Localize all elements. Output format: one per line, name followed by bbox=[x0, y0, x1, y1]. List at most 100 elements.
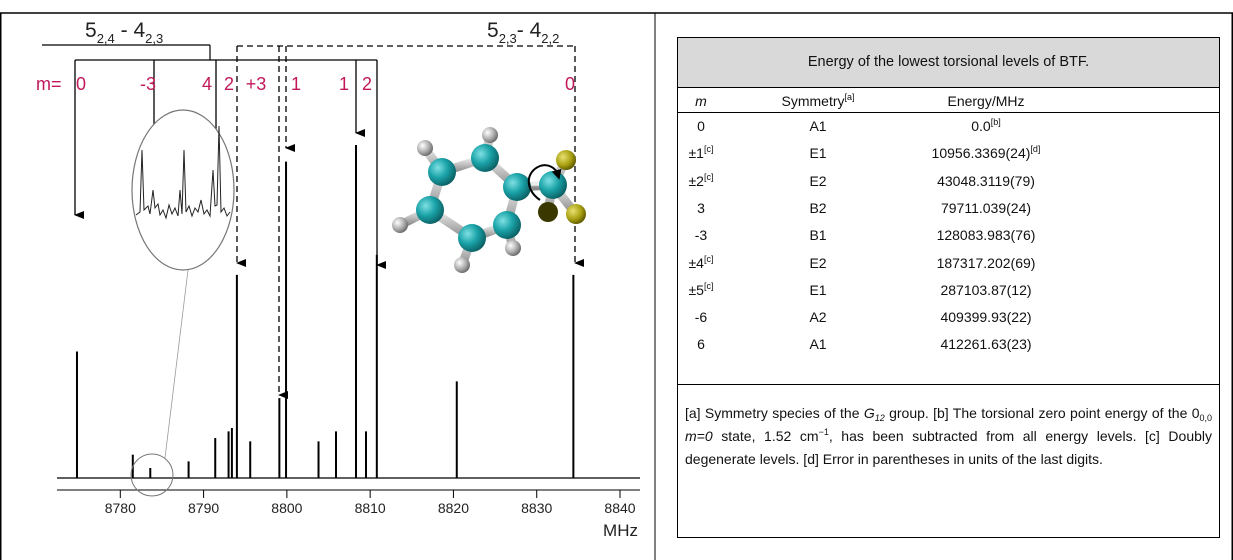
cell-note: [c] bbox=[704, 172, 714, 182]
cell-text: E1 bbox=[809, 282, 826, 298]
label-run: 2,4 bbox=[97, 31, 115, 46]
table-cell: 10956.3369(24)[d] bbox=[932, 145, 1041, 161]
cell-text: E1 bbox=[809, 145, 826, 161]
label-run: 2,3 bbox=[145, 31, 163, 46]
cell-text: 128083.983(76) bbox=[937, 227, 1036, 243]
table-cell: B1 bbox=[809, 227, 826, 243]
m-title: m= bbox=[36, 74, 62, 94]
cell-text: m bbox=[695, 93, 707, 109]
table-cell: 0 bbox=[697, 118, 705, 134]
x-tick-label: 8830 bbox=[521, 500, 552, 516]
column-header: m bbox=[695, 93, 707, 109]
table-cell: B2 bbox=[809, 200, 826, 216]
footnote-run: 12 bbox=[875, 413, 885, 423]
cell-text: Energy/MHz bbox=[947, 93, 1024, 109]
cell-text: 3 bbox=[697, 200, 705, 216]
x-tick-label: 8820 bbox=[438, 500, 469, 516]
cell-text: 412261.63(23) bbox=[940, 336, 1031, 352]
zoom-connector bbox=[165, 270, 188, 458]
cell-text: 0.0 bbox=[971, 118, 990, 134]
cell-text: E2 bbox=[809, 173, 826, 189]
label-run: 5 bbox=[85, 19, 97, 42]
cell-text: 287103.87(12) bbox=[940, 282, 1031, 298]
cell-text: -6 bbox=[695, 309, 707, 325]
cell-note: [b] bbox=[991, 117, 1001, 127]
m-label: 0 bbox=[76, 74, 86, 94]
header-rule bbox=[678, 112, 1219, 113]
table-cell: 287103.87(12) bbox=[940, 282, 1031, 298]
column-header: Symmetry[a] bbox=[781, 93, 854, 109]
table-cell: E1 bbox=[809, 282, 826, 298]
transition-label: 52,3- 42,2 bbox=[487, 19, 559, 46]
table-cell: E2 bbox=[809, 255, 826, 271]
table-cell: 43048.3119(79) bbox=[937, 173, 1035, 189]
m-label: 1 bbox=[291, 74, 301, 94]
molecule bbox=[392, 127, 586, 273]
cell-text: ±5 bbox=[689, 282, 704, 298]
x-axis-label: MHz bbox=[603, 521, 638, 540]
footnote-run: state, 1.52 cm bbox=[713, 428, 819, 444]
cell-text: A2 bbox=[809, 309, 826, 325]
footnote-run: group. [b] The torsional zero point ener… bbox=[885, 405, 1200, 421]
cell-text: 6 bbox=[697, 336, 705, 352]
cell-text: Symmetry bbox=[781, 93, 844, 109]
footer-rule bbox=[678, 384, 1219, 385]
x-tick-label: 8790 bbox=[188, 500, 219, 516]
table-cell: 187317.202(69) bbox=[937, 255, 1036, 271]
cell-text: 0 bbox=[697, 118, 705, 134]
m-label: 0 bbox=[565, 74, 575, 94]
table-cell: -6 bbox=[695, 309, 707, 325]
table-cell: 409399.93(22) bbox=[940, 309, 1031, 325]
cell-text: B1 bbox=[809, 227, 826, 243]
table-cell: 412261.63(23) bbox=[940, 336, 1031, 352]
m-label: 2 bbox=[362, 74, 372, 94]
cell-text: A1 bbox=[809, 336, 826, 352]
label-run: 2,2 bbox=[541, 31, 559, 46]
cell-text: 10956.3369(24) bbox=[932, 145, 1031, 161]
table-cell: 3 bbox=[697, 200, 705, 216]
m-label: 2 bbox=[224, 74, 234, 94]
footnote-run: m=0 bbox=[685, 428, 713, 444]
x-tick-label: 8810 bbox=[355, 500, 386, 516]
x-tick-label: 8840 bbox=[604, 500, 635, 516]
cell-note: [d] bbox=[1030, 144, 1040, 154]
transition-label: 52,4 - 42,3 bbox=[85, 19, 163, 46]
table-cell: ±1[c] bbox=[689, 145, 714, 161]
footnote-run: [a] Symmetry species of the bbox=[685, 405, 864, 421]
m-label: -3 bbox=[140, 74, 156, 94]
table-caption: Energy of the lowest torsional levels of… bbox=[678, 38, 1219, 88]
m-label: +3 bbox=[246, 74, 267, 94]
cell-note: [a] bbox=[844, 92, 854, 102]
x-tick-label: 8800 bbox=[271, 500, 302, 516]
label-run: - 4 bbox=[115, 19, 146, 42]
cell-note: [c] bbox=[704, 144, 714, 154]
cell-text: A1 bbox=[809, 118, 826, 134]
m-label: 4 bbox=[202, 74, 212, 94]
footnote-run: −1 bbox=[819, 427, 829, 437]
inset bbox=[131, 110, 234, 496]
label-run: 5 bbox=[487, 19, 499, 42]
column-header: Energy/MHz bbox=[947, 93, 1024, 109]
cell-text: ±1 bbox=[689, 145, 704, 161]
label-run: - 4 bbox=[517, 19, 542, 42]
table-cell: E2 bbox=[809, 173, 826, 189]
table: Energy of the lowest torsional levels of… bbox=[677, 37, 1220, 538]
cell-text: -3 bbox=[695, 227, 707, 243]
cell-text: 79711.039(24) bbox=[941, 200, 1031, 216]
footnote: [a] Symmetry species of the G12 group. [… bbox=[685, 402, 1212, 471]
table-cell: ±4[c] bbox=[689, 255, 714, 271]
label-run: 2,3 bbox=[499, 31, 517, 46]
footnote-run: 0,0 bbox=[1199, 413, 1212, 423]
cell-note: [c] bbox=[704, 281, 714, 291]
table-cell: ±5[c] bbox=[689, 282, 714, 298]
table-cell: 6 bbox=[697, 336, 705, 352]
table-cell: E1 bbox=[809, 145, 826, 161]
cell-note: [c] bbox=[704, 254, 714, 264]
spectrum: 8780879088008810882088308840MHz52,4 - 42… bbox=[36, 19, 640, 540]
table-cell: -3 bbox=[695, 227, 707, 243]
table-cell: 79711.039(24) bbox=[941, 200, 1031, 216]
table-cell: A1 bbox=[809, 118, 826, 134]
table-cell: ±2[c] bbox=[689, 173, 714, 189]
cell-text: 187317.202(69) bbox=[937, 255, 1036, 271]
table-cell: 0.0[b] bbox=[971, 118, 1000, 134]
